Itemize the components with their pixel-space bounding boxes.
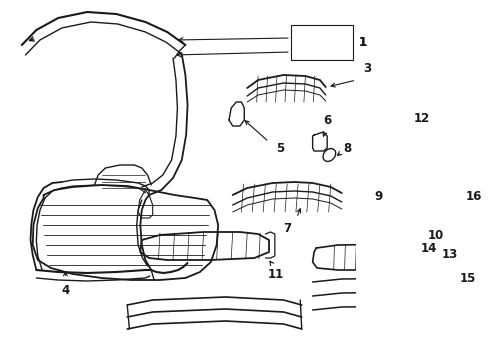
Text: 7: 7: [283, 221, 291, 234]
Text: 8: 8: [343, 141, 352, 154]
Text: 12: 12: [414, 112, 430, 125]
Text: 1: 1: [359, 36, 367, 49]
Text: 9: 9: [374, 189, 382, 202]
Text: 1: 1: [359, 36, 367, 49]
Text: 14: 14: [421, 242, 437, 255]
Text: 16: 16: [466, 189, 482, 202]
Text: 4: 4: [61, 284, 70, 297]
Text: 15: 15: [459, 271, 476, 284]
Text: 3: 3: [363, 62, 371, 75]
Text: 10: 10: [428, 229, 444, 242]
Text: 13: 13: [441, 248, 458, 261]
Text: 6: 6: [323, 113, 331, 126]
Text: 5: 5: [276, 141, 284, 154]
Text: 11: 11: [268, 269, 284, 282]
